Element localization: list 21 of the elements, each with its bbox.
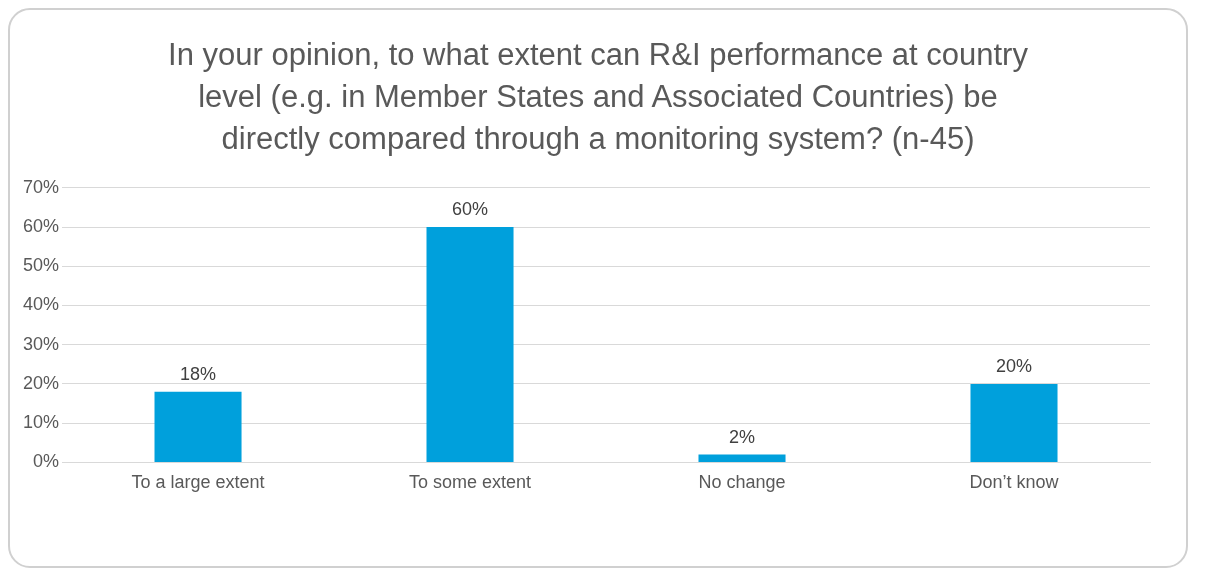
y-tick-label: 0% [33, 451, 60, 472]
bar [698, 454, 786, 462]
bar [154, 391, 242, 462]
y-tick-label: 40% [23, 294, 60, 315]
y-tick-label: 70% [23, 176, 60, 197]
bar [426, 227, 514, 462]
x-tick-label: To some extent [408, 472, 532, 493]
data-label: 2% [729, 426, 756, 447]
x-tick-label: To a large extent [131, 472, 265, 493]
chart-title: In your opinion, to what extent can R&I performance at country level (e.g. in Member States and Associated Countries) be directly compared through a monitoring system? (n-45) [167, 36, 1029, 158]
data-label: 20% [995, 355, 1033, 376]
y-tick-label: 50% [23, 255, 60, 276]
y-tick-label: 60% [23, 216, 60, 236]
bar [970, 383, 1058, 462]
x-tick-label: Don’t know [969, 472, 1060, 493]
data-label: 60% [452, 199, 489, 219]
y-tick-label: 10% [23, 412, 60, 433]
y-tick-label: 30% [23, 333, 60, 354]
data-label: 18% [180, 363, 217, 384]
y-tick-label: 20% [23, 372, 60, 393]
x-tick-label: No change [698, 472, 786, 493]
